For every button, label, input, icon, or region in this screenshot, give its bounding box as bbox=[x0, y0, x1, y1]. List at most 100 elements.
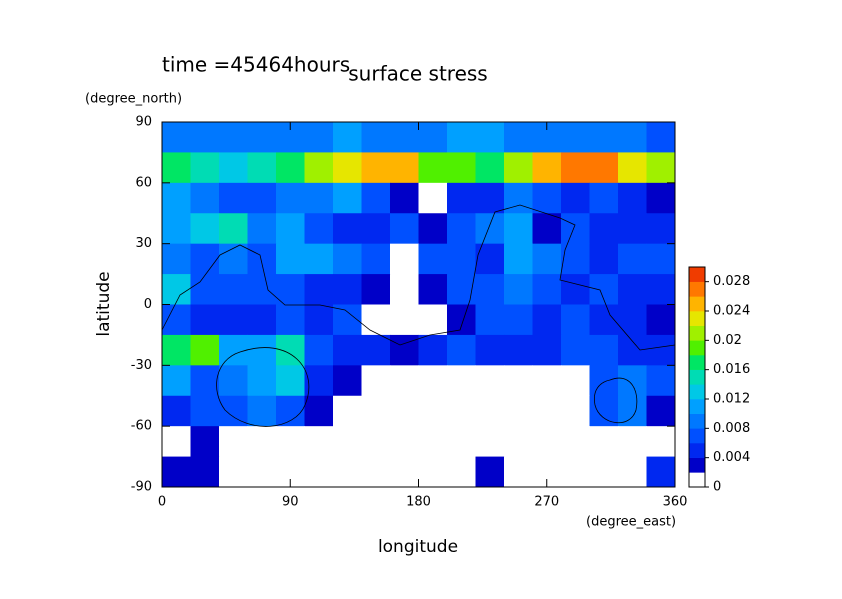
field-cell bbox=[646, 152, 676, 184]
field-cell bbox=[618, 243, 647, 275]
field-cell bbox=[618, 152, 647, 184]
field-cell bbox=[333, 456, 362, 488]
field-cell bbox=[418, 426, 448, 458]
field-cell bbox=[190, 334, 220, 366]
field-cell bbox=[646, 182, 676, 214]
field-cell bbox=[162, 456, 191, 488]
field-cell bbox=[561, 304, 590, 336]
coastline bbox=[161, 204, 676, 427]
x-unit: (degree_east) bbox=[586, 515, 676, 530]
y-tick-label: 60 bbox=[135, 175, 152, 190]
field-cell bbox=[618, 456, 647, 488]
field-cell bbox=[304, 395, 334, 427]
field-cell bbox=[618, 122, 647, 153]
colorbar-swatch bbox=[689, 296, 705, 312]
colorbar-swatch bbox=[689, 281, 705, 297]
field-cell bbox=[219, 213, 248, 245]
field-cell bbox=[561, 334, 590, 366]
field-cell bbox=[247, 274, 277, 305]
field-cell bbox=[190, 365, 220, 397]
colorbar-swatch bbox=[689, 413, 705, 429]
field-cell bbox=[475, 456, 505, 488]
field-cell bbox=[276, 274, 305, 305]
field-cell bbox=[475, 152, 505, 184]
colorbar-swatch bbox=[689, 472, 705, 488]
field-cell bbox=[276, 365, 305, 397]
field-cell bbox=[190, 243, 220, 275]
field-cell bbox=[247, 456, 277, 488]
field-cell bbox=[361, 456, 391, 488]
field-cell bbox=[390, 365, 419, 397]
field-cell bbox=[190, 456, 220, 488]
colorbar-swatch bbox=[689, 355, 705, 370]
field-cell bbox=[219, 365, 248, 397]
x-tick-label: 0 bbox=[158, 495, 166, 510]
field-cell bbox=[219, 182, 248, 214]
field-cell bbox=[190, 122, 220, 153]
colorbar-tick-label: 0.008 bbox=[713, 421, 750, 436]
y-tick-label: 90 bbox=[135, 115, 152, 130]
field-cell bbox=[333, 122, 362, 153]
field-cell bbox=[447, 182, 476, 214]
field-cell bbox=[447, 274, 476, 305]
field-cell bbox=[447, 213, 476, 245]
field-cell bbox=[447, 395, 476, 427]
field-cell bbox=[646, 365, 676, 397]
field-cell bbox=[589, 304, 619, 336]
field-cell bbox=[475, 304, 505, 336]
field-cell bbox=[333, 334, 362, 366]
field-cell bbox=[589, 213, 619, 245]
field-cell bbox=[589, 122, 619, 153]
field-cell bbox=[475, 365, 505, 397]
field-cell bbox=[304, 122, 334, 153]
x-label: longitude bbox=[378, 537, 458, 557]
field-cell bbox=[532, 274, 562, 305]
field-cell bbox=[504, 426, 533, 458]
field-cell bbox=[333, 243, 362, 275]
field-cell bbox=[390, 334, 419, 366]
field-cell bbox=[561, 426, 590, 458]
field-cell bbox=[304, 304, 334, 336]
field-cell bbox=[361, 213, 391, 245]
field-cell bbox=[618, 365, 647, 397]
x-tick-label: 270 bbox=[534, 495, 559, 510]
field-cell bbox=[504, 122, 533, 153]
field-cell bbox=[247, 365, 277, 397]
field-cell bbox=[618, 334, 647, 366]
field-cell bbox=[504, 182, 533, 214]
field-cell bbox=[418, 456, 448, 488]
field-cell bbox=[646, 304, 676, 336]
field-cell bbox=[475, 182, 505, 214]
field-cell bbox=[162, 365, 191, 397]
colorbar-swatch bbox=[689, 311, 705, 326]
field-cell bbox=[561, 274, 590, 305]
field-cell bbox=[162, 334, 191, 366]
field-cell bbox=[418, 304, 448, 336]
field-cell bbox=[390, 395, 419, 427]
field-cell bbox=[304, 213, 334, 245]
field-cell bbox=[219, 304, 248, 336]
field-cell bbox=[276, 152, 305, 184]
field-cell bbox=[418, 365, 448, 397]
field-cell bbox=[589, 182, 619, 214]
field-cell bbox=[219, 426, 248, 458]
field-cell bbox=[447, 243, 476, 275]
field-cell bbox=[447, 426, 476, 458]
colorbar-tick-label: 0.02 bbox=[713, 333, 742, 348]
field-cell bbox=[361, 122, 391, 153]
field-cell bbox=[475, 243, 505, 275]
field-cell bbox=[589, 426, 619, 458]
field-cell bbox=[447, 122, 476, 153]
field-cell bbox=[276, 243, 305, 275]
field-cell bbox=[333, 365, 362, 397]
field-cell bbox=[247, 122, 277, 153]
y-tick-label: 30 bbox=[135, 236, 152, 251]
field-cell bbox=[504, 213, 533, 245]
field-cell bbox=[162, 122, 191, 153]
y-unit: (degree_north) bbox=[85, 92, 182, 107]
field-cell bbox=[247, 304, 277, 336]
coast-island bbox=[593, 377, 638, 424]
field-cell bbox=[333, 274, 362, 305]
field-cell bbox=[504, 304, 533, 336]
